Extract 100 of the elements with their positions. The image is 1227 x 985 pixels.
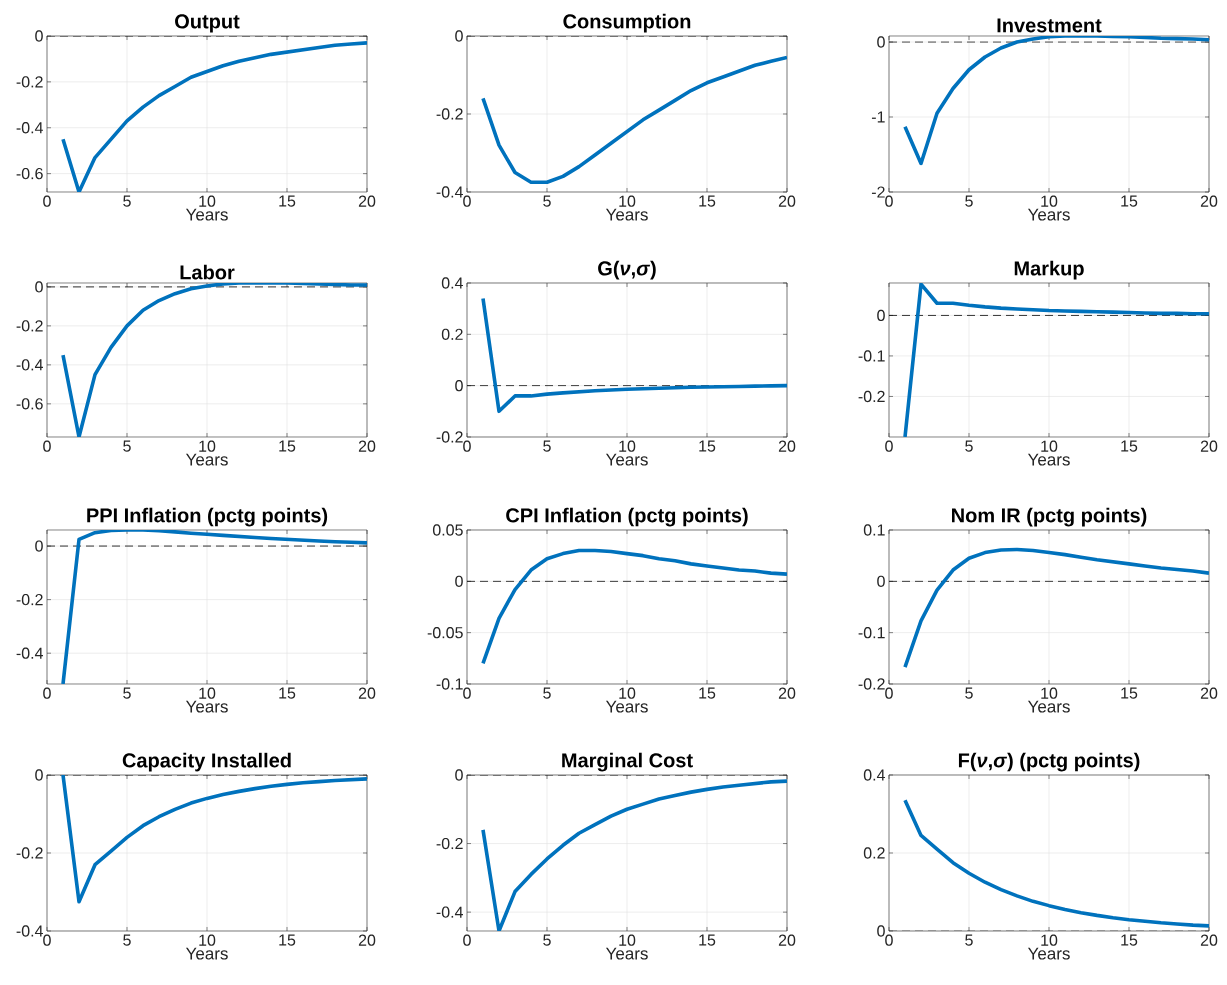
x-tick-label: 5 bbox=[965, 687, 973, 699]
x-axis-title: Years bbox=[1027, 700, 1070, 713]
x-tick-label: 10 bbox=[199, 934, 216, 946]
chart-title: Marginal Cost bbox=[562, 752, 693, 772]
x-tick-label: 20 bbox=[778, 934, 796, 946]
y-tick-label: -0.2 bbox=[436, 431, 463, 443]
x-tick-label: 10 bbox=[1041, 440, 1058, 452]
x-tick-label: 15 bbox=[1121, 440, 1138, 452]
x-tick-label: 20 bbox=[778, 687, 796, 699]
x-tick-label: 0 bbox=[463, 195, 471, 207]
x-tick-label: 5 bbox=[965, 440, 973, 452]
y-tick-label: 0 bbox=[455, 575, 463, 587]
y-tick-label: -0.6 bbox=[16, 398, 43, 410]
x-tick-label: 0 bbox=[885, 440, 893, 452]
x-tick-label: 0 bbox=[43, 440, 51, 452]
x-axis-title: Years bbox=[1027, 208, 1070, 221]
x-tick-label: 0 bbox=[43, 687, 51, 699]
y-tick-label: -0.4 bbox=[436, 186, 463, 198]
x-tick-label: 10 bbox=[199, 440, 216, 452]
y-tick-label: 0 bbox=[35, 540, 43, 552]
x-tick-label: 10 bbox=[619, 195, 636, 207]
y-tick-label: -0.4 bbox=[436, 906, 463, 918]
x-tick-label: 20 bbox=[358, 440, 376, 452]
y-tick-label: -0.2 bbox=[436, 108, 463, 120]
x-tick-label: 10 bbox=[199, 687, 216, 699]
y-tick-label: -0.1 bbox=[858, 350, 885, 362]
chart-title: Investment bbox=[997, 18, 1102, 33]
y-tick-label: -0.2 bbox=[16, 847, 43, 859]
chart-title: Capacity Installed bbox=[122, 752, 291, 772]
y-tick-label: -0.2 bbox=[16, 76, 43, 88]
x-tick-label: 5 bbox=[543, 934, 551, 946]
x-tick-label: 5 bbox=[543, 195, 551, 207]
x-tick-label: 5 bbox=[543, 440, 551, 452]
x-tick-label: 0 bbox=[885, 687, 893, 699]
y-tick-label: -0.1 bbox=[436, 678, 463, 690]
x-axis-title: Years bbox=[185, 947, 228, 960]
y-tick-label: 0 bbox=[35, 281, 43, 293]
y-tick-label: 0.2 bbox=[863, 847, 885, 859]
x-tick-label: 10 bbox=[619, 687, 636, 699]
y-tick-label: -0.6 bbox=[16, 167, 43, 180]
y-tick-label: 0.1 bbox=[863, 524, 885, 536]
y-tick-label: 0.4 bbox=[441, 277, 463, 289]
y-tick-label: -0.2 bbox=[858, 678, 885, 690]
x-tick-label: 0 bbox=[463, 934, 471, 946]
x-tick-label: 5 bbox=[123, 687, 131, 699]
y-tick-label: 0.05 bbox=[432, 524, 463, 536]
y-tick-label: 0 bbox=[877, 925, 885, 937]
x-axis-title: Years bbox=[605, 453, 648, 466]
x-axis-title: Years bbox=[605, 947, 648, 960]
chart-title: G(ν,σ) bbox=[598, 260, 656, 280]
x-tick-label: 20 bbox=[778, 195, 796, 207]
y-tick-label: 0 bbox=[455, 30, 463, 42]
x-tick-label: 5 bbox=[123, 440, 131, 452]
x-tick-label: 10 bbox=[1041, 934, 1058, 946]
x-axis-title: Years bbox=[605, 700, 648, 713]
chart-title: Nom IR (pctg points) bbox=[952, 507, 1147, 527]
y-tick-label: -0.4 bbox=[16, 647, 43, 659]
y-tick-label: -1 bbox=[871, 111, 885, 123]
x-tick-label: 20 bbox=[1200, 440, 1218, 452]
chart-title: Markup bbox=[1014, 260, 1084, 280]
y-tick-label: -0.1 bbox=[858, 627, 885, 639]
y-tick-label: -0.4 bbox=[16, 359, 43, 371]
x-tick-label: 10 bbox=[619, 934, 636, 946]
x-tick-label: 5 bbox=[543, 687, 551, 699]
y-tick-label: 0 bbox=[455, 380, 463, 392]
y-tick-label: 0 bbox=[877, 309, 885, 322]
y-tick-label: 0 bbox=[455, 769, 463, 781]
x-tick-label: 15 bbox=[1121, 934, 1138, 946]
x-tick-label: 10 bbox=[199, 195, 216, 207]
y-tick-label: 0.2 bbox=[441, 328, 463, 340]
x-tick-label: 15 bbox=[699, 934, 716, 946]
y-tick-label: -0.05 bbox=[427, 627, 463, 639]
x-tick-label: 15 bbox=[279, 934, 296, 946]
x-tick-label: 5 bbox=[965, 195, 973, 207]
x-tick-label: 0 bbox=[463, 687, 471, 699]
x-tick-label: 5 bbox=[123, 934, 131, 946]
y-tick-label: -2 bbox=[871, 186, 885, 198]
x-tick-label: 0 bbox=[43, 195, 51, 207]
x-axis-title: Years bbox=[185, 700, 228, 713]
x-tick-label: 10 bbox=[1041, 687, 1058, 699]
chart-title: Consumption bbox=[563, 13, 691, 33]
x-tick-label: 15 bbox=[1121, 195, 1138, 207]
x-axis-title: Years bbox=[1027, 453, 1070, 466]
y-tick-label: -0.4 bbox=[16, 925, 43, 937]
x-axis-title: Years bbox=[1027, 947, 1070, 960]
x-axis-title: Years bbox=[605, 208, 648, 221]
x-tick-label: 0 bbox=[885, 195, 893, 207]
x-tick-label: 20 bbox=[358, 195, 376, 207]
x-tick-label: 20 bbox=[1200, 687, 1218, 699]
chart-title: PPI Inflation (pctg points) bbox=[87, 507, 328, 527]
y-tick-label: -0.2 bbox=[16, 593, 43, 606]
x-axis-title: Years bbox=[185, 453, 228, 466]
x-tick-label: 20 bbox=[358, 687, 376, 699]
x-tick-label: 0 bbox=[885, 934, 893, 946]
y-tick-label: -0.2 bbox=[16, 320, 43, 332]
y-tick-label: 0 bbox=[877, 36, 885, 48]
chart-title: F(ν,σ) (pctg points) bbox=[958, 752, 1140, 772]
x-tick-label: 15 bbox=[1121, 687, 1138, 699]
y-tick-label: 0.4 bbox=[863, 769, 885, 781]
x-tick-label: 5 bbox=[965, 934, 973, 946]
